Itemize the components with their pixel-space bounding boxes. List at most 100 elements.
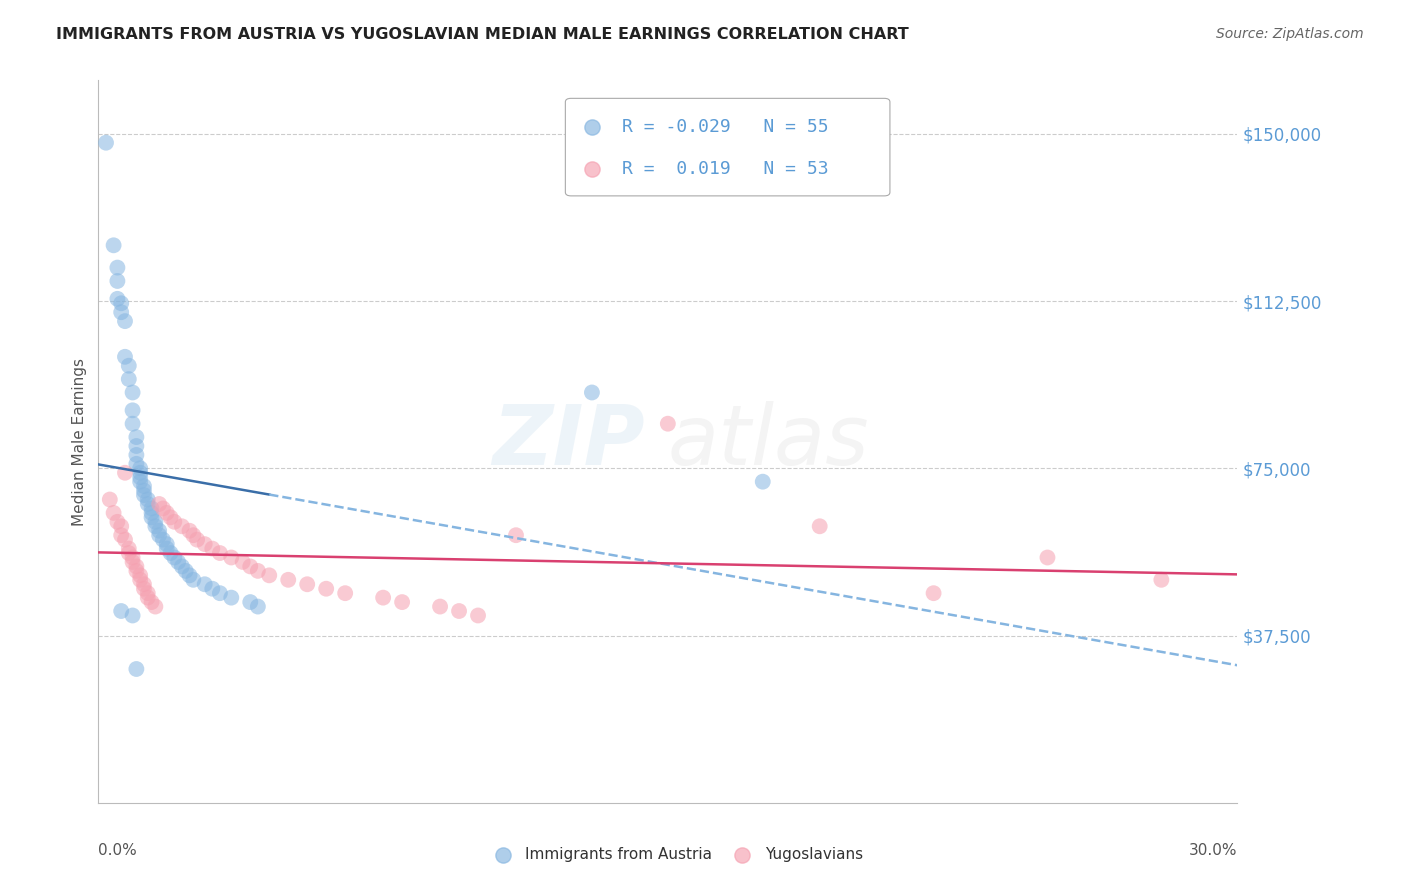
Point: [129, 475, 152, 489]
Point: [136, 591, 159, 605]
Point: [152, 501, 174, 516]
Point: [125, 559, 148, 574]
Point: [118, 541, 141, 556]
Point: [118, 359, 141, 373]
Point: [129, 466, 152, 480]
Point: [429, 599, 451, 614]
Point: [163, 550, 186, 565]
Point: [107, 274, 129, 288]
Point: [136, 497, 159, 511]
Point: [170, 519, 193, 533]
Point: [110, 604, 132, 618]
Point: [808, 519, 831, 533]
Point: [167, 555, 190, 569]
Point: [132, 483, 155, 498]
Point: [129, 470, 152, 484]
Text: atlas: atlas: [668, 401, 869, 482]
Point: [110, 528, 132, 542]
Point: [121, 550, 143, 565]
Point: [239, 595, 262, 609]
Point: [657, 417, 679, 431]
Point: [136, 586, 159, 600]
Point: [114, 314, 136, 328]
Point: [239, 559, 262, 574]
Point: [129, 573, 152, 587]
Point: [125, 448, 148, 462]
Point: [156, 537, 179, 551]
Point: [129, 461, 152, 475]
Point: [107, 292, 129, 306]
Point: [114, 350, 136, 364]
Point: [752, 475, 775, 489]
Point: [194, 577, 217, 591]
Point: [159, 546, 181, 560]
Point: [98, 492, 121, 507]
Point: [152, 533, 174, 547]
Point: [221, 591, 243, 605]
Text: Source: ZipAtlas.com: Source: ZipAtlas.com: [1216, 27, 1364, 41]
Point: [179, 568, 201, 582]
Point: [232, 555, 254, 569]
Point: [94, 136, 117, 150]
Point: [183, 573, 205, 587]
Point: [132, 488, 155, 502]
Point: [145, 519, 167, 533]
Point: [141, 506, 163, 520]
Point: [183, 528, 205, 542]
Point: [505, 528, 527, 542]
Point: [103, 238, 125, 252]
Point: [121, 417, 143, 431]
Point: [121, 385, 143, 400]
Point: [110, 519, 132, 533]
Y-axis label: Median Male Earnings: Median Male Earnings: [72, 358, 87, 525]
Point: [201, 582, 224, 596]
Point: [125, 457, 148, 471]
Text: IMMIGRANTS FROM AUSTRIA VS YUGOSLAVIAN MEDIAN MALE EARNINGS CORRELATION CHART: IMMIGRANTS FROM AUSTRIA VS YUGOSLAVIAN M…: [56, 27, 910, 42]
Point: [129, 568, 152, 582]
Point: [110, 296, 132, 310]
Point: [114, 466, 136, 480]
Point: [148, 497, 170, 511]
Point: [132, 577, 155, 591]
Point: [103, 506, 125, 520]
Point: [118, 546, 141, 560]
Point: [1036, 550, 1059, 565]
Point: [467, 608, 489, 623]
Point: [922, 586, 945, 600]
Point: [335, 586, 357, 600]
Point: [136, 492, 159, 507]
Point: [118, 372, 141, 386]
Point: [179, 524, 201, 538]
Point: [145, 599, 167, 614]
Point: [371, 591, 394, 605]
Point: [132, 582, 155, 596]
Point: [246, 564, 269, 578]
Point: [148, 524, 170, 538]
Point: [121, 403, 143, 417]
Point: [114, 533, 136, 547]
Point: [194, 537, 217, 551]
Point: [297, 577, 319, 591]
Point: [1150, 573, 1173, 587]
Point: [186, 533, 208, 547]
Point: [121, 555, 143, 569]
Point: [125, 439, 148, 453]
FancyBboxPatch shape: [565, 98, 890, 196]
Text: R = -0.029   N = 55: R = -0.029 N = 55: [623, 119, 830, 136]
Point: [141, 595, 163, 609]
Text: R =  0.019   N = 53: R = 0.019 N = 53: [623, 161, 830, 178]
Point: [315, 582, 337, 596]
Point: [221, 550, 243, 565]
Point: [125, 430, 148, 444]
Point: [208, 546, 231, 560]
Text: Immigrants from Austria: Immigrants from Austria: [526, 847, 713, 863]
Text: 0.0%: 0.0%: [98, 843, 138, 858]
Point: [156, 541, 179, 556]
Point: [246, 599, 269, 614]
Point: [107, 260, 129, 275]
Point: [145, 515, 167, 529]
Point: [107, 515, 129, 529]
Point: [163, 515, 186, 529]
Text: 30.0%: 30.0%: [1189, 843, 1237, 858]
Point: [125, 662, 148, 676]
